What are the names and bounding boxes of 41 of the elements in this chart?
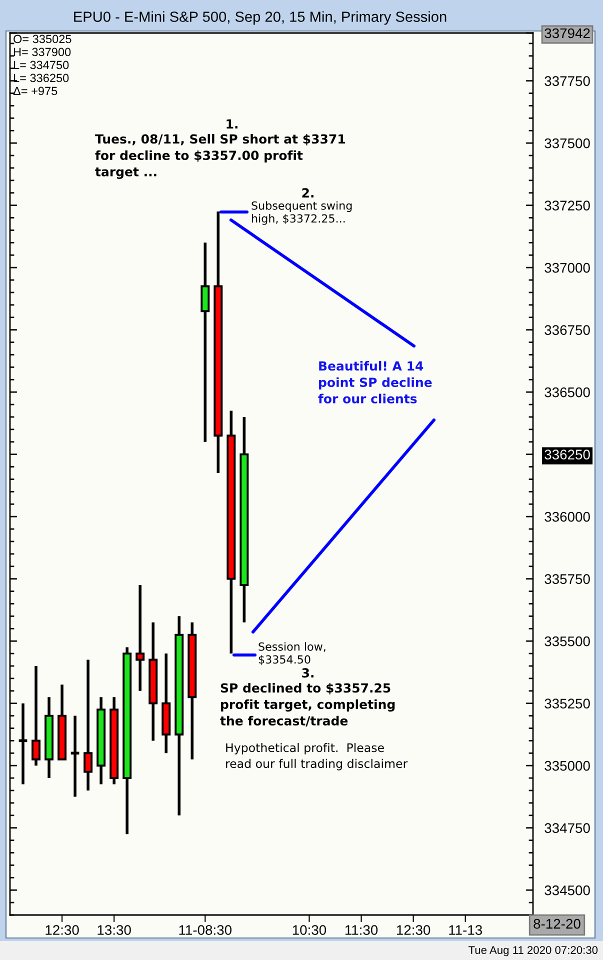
y-tick-label: 335250 [544, 698, 590, 709]
y-tick-label: 336250 [544, 450, 590, 460]
annotation: Hypothetical profit. Please read our full trading disclaimer [226, 743, 408, 770]
y-tick-label: 335500 [544, 636, 590, 646]
chart-title: EPU0 - E-Mini S&P 500, Sep 20, 15 Min, Primary Session [74, 11, 446, 25]
annotation: SP declined to $3357.25 profit target, completing the forecast/trade [220, 683, 395, 726]
x-tick-label: 12:30 [46, 925, 79, 935]
y-tick-label: 334750 [544, 823, 590, 834]
annotation: Tues., 08/11, Sell SP short at $3371 for decline to $3357.00 profit target ... [95, 134, 345, 179]
annotation: 2. [302, 188, 314, 198]
x-tick-label: 11:30 [345, 925, 378, 935]
candlestick [84, 658, 93, 792]
annotation: O= 335025 [14, 34, 72, 44]
text: Tue Aug 11 2020 07:20:30 [468, 946, 598, 956]
x-tick-label: 11-13 [449, 925, 482, 935]
y-tick-label: 337250 [544, 200, 590, 210]
y-tick-label: 337942 [544, 28, 590, 38]
candlestick [136, 584, 145, 692]
annotation: Beautiful! A 14 point SP decline for our clients [318, 361, 432, 404]
y-tick-label: 335000 [544, 760, 590, 771]
y-tick-label: 337500 [544, 138, 590, 148]
y-tick-label: 337000 [544, 262, 590, 273]
x-tick-label: 12:30 [396, 925, 430, 935]
x-tick-label: 11-08:30 [179, 925, 232, 935]
annotation: L= 334750 [14, 60, 69, 70]
y-tick-label: 335750 [544, 574, 590, 584]
x-tick-label: 13:30 [98, 925, 131, 935]
y-tick-label: 336750 [544, 325, 590, 335]
annotation: Δ= +975 [13, 86, 58, 96]
y-tick-label: 336000 [544, 512, 590, 522]
annotation: H= 337900 [14, 48, 71, 56]
y-tick-label: 334500 [544, 885, 590, 896]
text: 8-12-20 [534, 918, 580, 929]
candlestick [32, 664, 41, 767]
annotation: 1. [226, 119, 238, 128]
x-tick-label: 10:30 [292, 925, 326, 935]
annotation: 3. [302, 668, 314, 678]
y-tick-label: 336500 [544, 387, 590, 398]
annotation: Subsequent swing high, $3372.25... [252, 201, 352, 225]
y-tick-label: 337750 [544, 76, 590, 86]
annotation: Session low, $3354.50 [258, 642, 326, 666]
